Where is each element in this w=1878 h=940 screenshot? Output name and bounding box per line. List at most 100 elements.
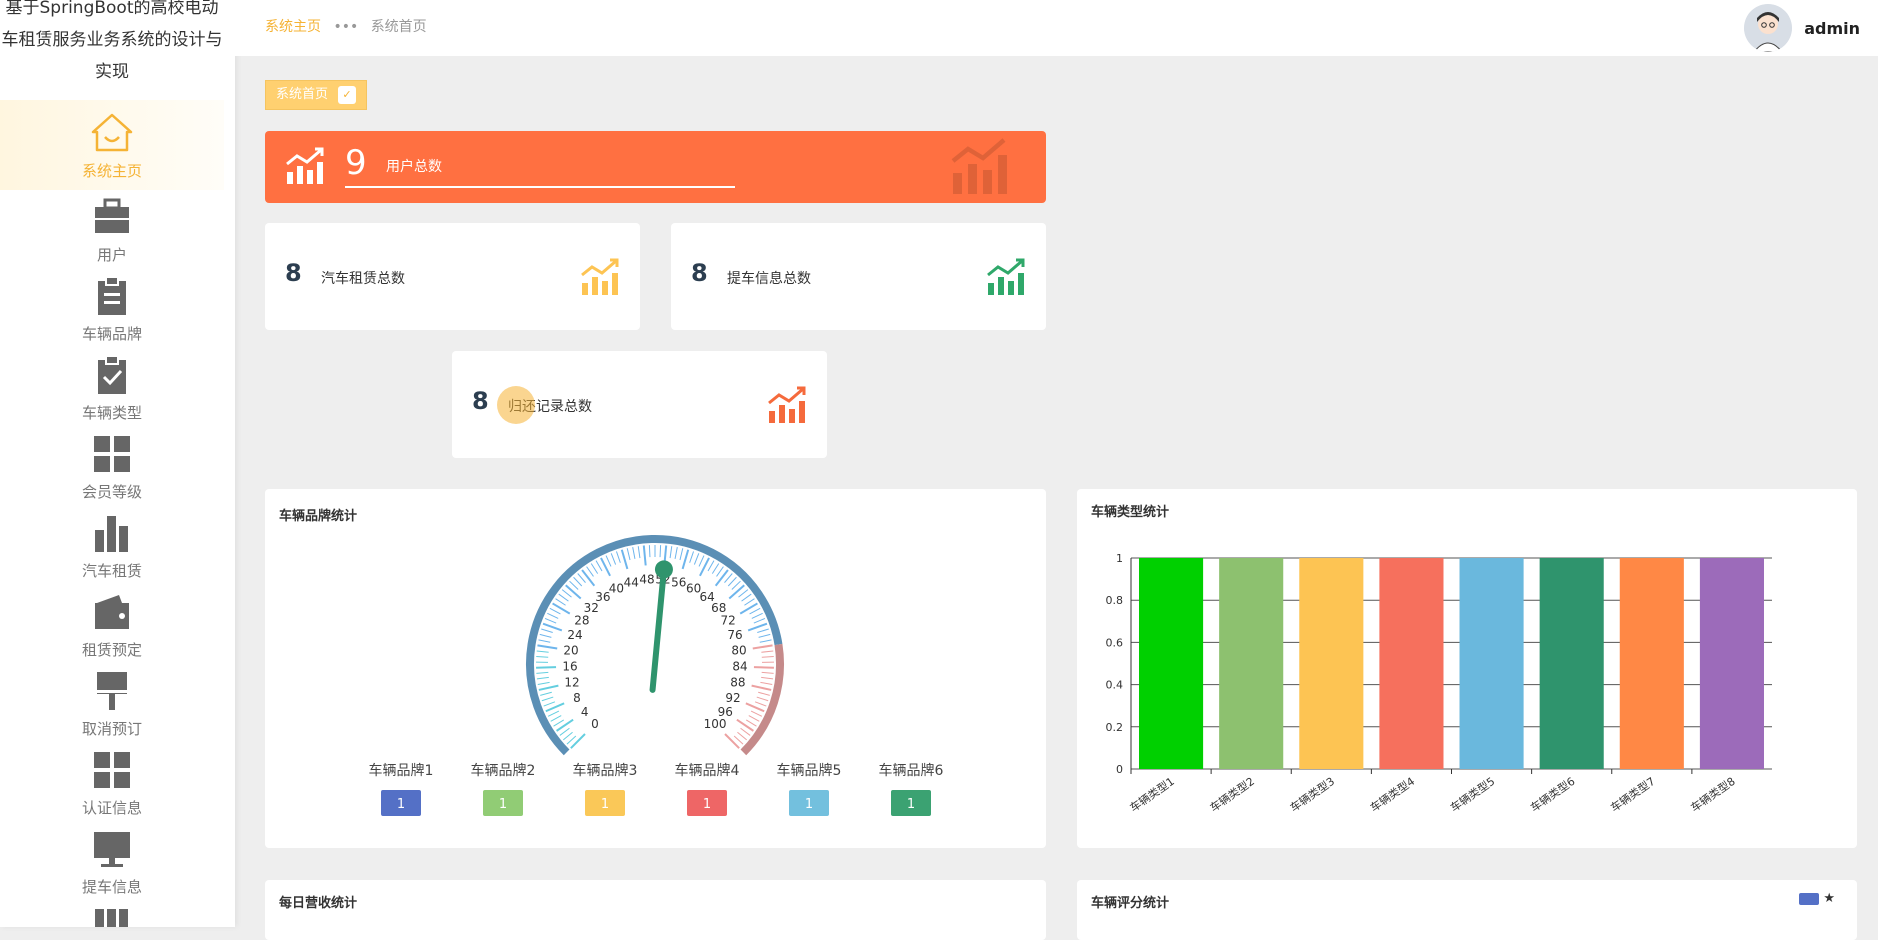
gauge-tick — [660, 545, 661, 557]
gauge-legend-label: 车辆品牌3 — [573, 762, 638, 779]
tab-close-icon[interactable]: ✓ — [338, 86, 356, 104]
gauge-tick — [551, 716, 562, 722]
sidebar-item-rental[interactable]: 汽车租赁 — [0, 506, 224, 585]
bar — [1540, 558, 1604, 769]
divider — [345, 186, 735, 188]
gauge-tick — [694, 553, 698, 564]
sidebar-item-member-level[interactable]: 会员等级 — [0, 427, 224, 506]
sidebar-item-reservation[interactable]: 租赁预定 — [0, 585, 224, 664]
gauge-tick — [680, 548, 683, 560]
gauge-tick — [587, 567, 594, 577]
gauge-tick — [540, 692, 552, 695]
avatar-image — [1744, 4, 1792, 52]
revenue-stats-panel: 每日营收统计 — [265, 880, 1046, 940]
breadcrumb-home[interactable]: 系统主页 — [265, 19, 321, 35]
top-bar: 系统主页 ••• 系统首页 admin — [235, 0, 1878, 56]
x-tick-label: 车辆类型7 — [1608, 774, 1658, 815]
stat-users-label: 用户总数 — [386, 156, 442, 176]
tab-label: 系统首页 — [276, 81, 328, 109]
gauge-tick — [708, 561, 714, 571]
gauge-tick — [611, 553, 615, 564]
x-tick-label: 车辆类型1 — [1127, 774, 1177, 815]
gauge-tick — [699, 556, 704, 567]
gauge-tick-label: 88 — [730, 676, 745, 690]
bar — [1139, 558, 1203, 769]
sidebar-item-home[interactable]: 系统主页 — [0, 100, 224, 190]
gauge-tick — [725, 734, 739, 748]
gauge-tick — [566, 585, 581, 598]
gauge-legend-value: 1 — [907, 797, 915, 812]
mouse-cursor-highlight — [497, 386, 535, 424]
gauge-tick — [554, 720, 564, 726]
gauge-tick — [544, 702, 555, 706]
gauge-tick — [571, 734, 585, 748]
briefcase-icon — [89, 194, 135, 240]
gauge-tick — [757, 697, 768, 701]
gauge-tick-label: 84 — [732, 660, 747, 674]
y-tick-label: 0.2 — [1106, 721, 1124, 734]
stat-rental-card: 8 汽车租赁总数 — [265, 223, 640, 330]
gauge-tick — [757, 629, 768, 633]
stat-users-value: 9 — [345, 143, 367, 183]
sidebar-item-label: 提车信息 — [82, 876, 142, 897]
breadcrumb: 系统主页 ••• 系统首页 — [265, 16, 427, 36]
chart-legend[interactable]: ★ — [1799, 891, 1835, 906]
user-menu[interactable]: admin — [1744, 4, 1860, 52]
gauge-tick — [563, 732, 572, 740]
x-tick-label: 车辆类型6 — [1528, 774, 1578, 815]
gauge-tick-label: 48 — [639, 572, 654, 586]
gauge-tick — [644, 546, 646, 566]
stat-rental-value: 8 — [285, 259, 302, 287]
gauge-tick — [734, 736, 743, 744]
bar — [1219, 558, 1283, 769]
username[interactable]: admin — [1804, 19, 1860, 38]
gauge-tick-label: 40 — [609, 581, 624, 595]
gauge-tick — [622, 550, 628, 569]
x-tick-label: 车辆类型5 — [1447, 774, 1497, 815]
gauge-tick-label: 92 — [725, 691, 740, 705]
gauge-tick — [627, 548, 630, 560]
breadcrumb-current: 系统首页 — [371, 19, 427, 35]
gauge-tick-label: 12 — [564, 676, 579, 690]
gauge-tick-label: 20 — [563, 644, 578, 658]
gauge-tick — [574, 577, 582, 586]
gauge-tick — [690, 551, 694, 562]
gauge-tick — [596, 561, 602, 571]
gauge-legend-label: 车辆品牌4 — [675, 762, 740, 779]
gauge-tick — [732, 581, 741, 589]
gauge-tick — [742, 594, 752, 601]
bar — [1620, 558, 1684, 769]
trend-icon — [285, 146, 325, 186]
legend-swatch — [1799, 893, 1819, 905]
gauge-tick — [683, 550, 689, 569]
gauge-tick — [649, 545, 650, 557]
bar — [1460, 558, 1524, 769]
gauge-tick — [741, 728, 751, 735]
sidebar-item-brand[interactable]: 车辆品牌 — [0, 269, 224, 348]
gauge-tick — [545, 618, 556, 623]
gauge-tick — [537, 645, 557, 648]
sidebar-item-type[interactable]: 车辆类型 — [0, 348, 224, 427]
trend-icon — [580, 257, 620, 297]
gauge-tick-label: 76 — [727, 628, 742, 642]
sidebar-item-pickup[interactable]: 提车信息 — [0, 822, 224, 901]
bar — [1379, 558, 1443, 769]
x-tick-label: 车辆类型4 — [1367, 774, 1417, 815]
sidebar-item-cancel[interactable]: 取消预订 — [0, 664, 224, 743]
sidebar-item-certification[interactable]: 认证信息 — [0, 743, 224, 822]
gauge-tick — [749, 716, 760, 722]
sidebar-item-label: 车辆类型 — [82, 402, 142, 423]
gauge-tick — [542, 697, 553, 701]
tab-home[interactable]: 系统首页 ✓ — [265, 80, 367, 110]
gauge-tick — [716, 570, 728, 586]
sidebar: 基于SpringBoot的高校电动车租赁服务业务系统的设计与实现 系统主页 用户… — [0, 0, 235, 927]
gauge-tick — [750, 608, 761, 614]
gauge-tick — [638, 546, 640, 558]
x-tick-label: 车辆类型3 — [1287, 774, 1337, 815]
panel-title: 每日营收统计 — [279, 892, 357, 911]
sidebar-item-more[interactable] — [0, 901, 224, 927]
avatar[interactable] — [1744, 4, 1792, 52]
y-tick-label: 0.8 — [1106, 594, 1124, 607]
gauge-tick — [760, 640, 772, 642]
sidebar-item-users[interactable]: 用户 — [0, 190, 224, 269]
